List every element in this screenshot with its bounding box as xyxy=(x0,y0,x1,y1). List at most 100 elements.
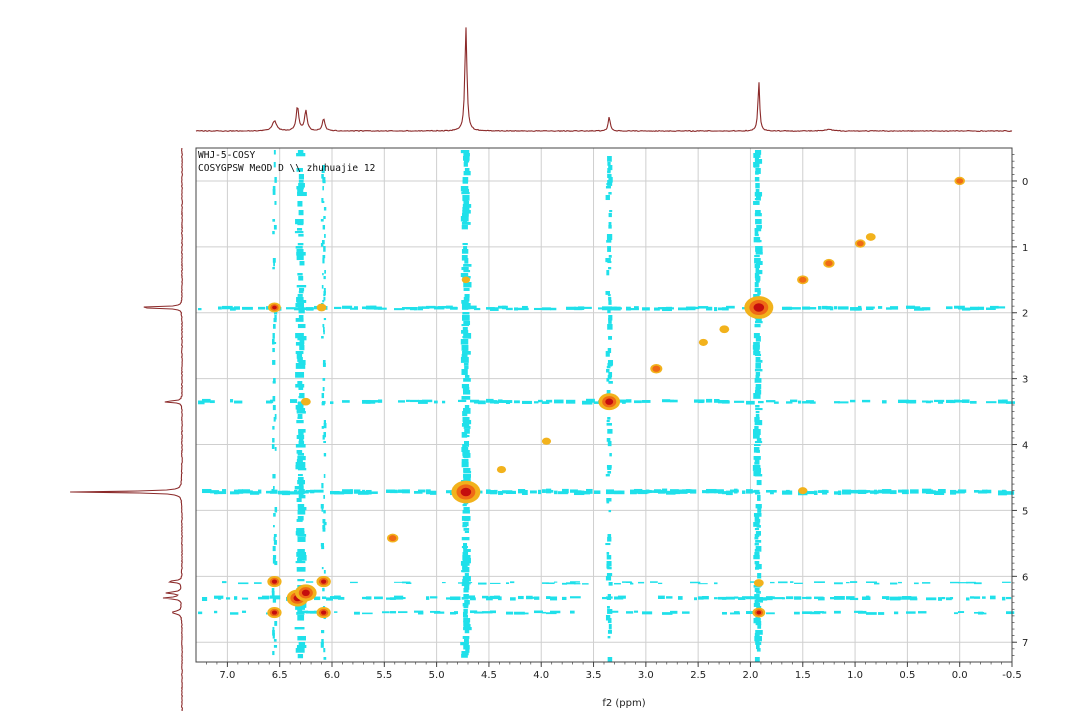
noise-segment xyxy=(295,462,306,468)
noise-segment xyxy=(402,307,410,310)
noise-segment xyxy=(321,630,325,634)
noise-segment xyxy=(462,450,470,456)
noise-segment xyxy=(538,399,543,403)
noise-segment xyxy=(323,297,326,301)
noise-segment xyxy=(297,609,303,613)
noise-segment xyxy=(214,610,218,614)
noise-segment xyxy=(463,270,471,273)
noise-segment xyxy=(607,429,613,434)
noise-segment xyxy=(550,307,557,311)
noise-segment xyxy=(462,348,468,353)
noise-segment xyxy=(386,597,394,600)
noise-segment xyxy=(706,488,717,494)
noise-segment xyxy=(298,174,304,180)
noise-segment xyxy=(463,282,472,288)
peak-core xyxy=(321,610,327,615)
noise-segment xyxy=(463,441,470,447)
noise-segment xyxy=(321,198,324,203)
noise-segment xyxy=(490,582,501,584)
noise-segment xyxy=(518,307,529,311)
noise-segment xyxy=(274,489,278,493)
noise-segment xyxy=(272,546,276,552)
noise-segment xyxy=(706,398,713,403)
noise-segment xyxy=(498,399,503,403)
x-tick-label: -0.5 xyxy=(1002,670,1022,681)
noise-segment xyxy=(753,351,761,356)
noise-segment xyxy=(753,447,760,453)
noise-segment xyxy=(607,657,613,663)
noise-segment xyxy=(398,611,408,614)
noise-segment xyxy=(756,519,761,523)
noise-segment xyxy=(461,516,471,521)
x-tick-label: 4.5 xyxy=(481,670,497,681)
noise-segment xyxy=(297,549,305,553)
noise-segment xyxy=(502,305,507,310)
peak xyxy=(316,303,327,312)
noise-segment xyxy=(297,414,303,420)
noise-segment xyxy=(670,399,678,403)
noise-segment xyxy=(770,596,775,600)
noise-segment xyxy=(402,581,411,584)
noise-segment xyxy=(608,315,613,321)
noise-segment xyxy=(846,581,850,584)
noise-segment xyxy=(514,400,520,404)
noise-segment xyxy=(582,583,589,585)
noise-segment xyxy=(986,401,997,404)
noise-segment xyxy=(754,534,760,538)
noise-segment xyxy=(606,573,613,576)
noise-segment xyxy=(834,306,838,310)
noise-segment xyxy=(295,219,304,225)
noise-segment xyxy=(297,468,307,471)
noise-segment xyxy=(498,490,504,495)
noise-segment xyxy=(790,307,801,310)
noise-segment xyxy=(598,307,606,310)
noise-segment xyxy=(566,306,577,310)
noise-segment xyxy=(602,306,612,311)
noise-segment xyxy=(698,399,704,404)
noise-segment xyxy=(323,474,326,478)
noise-segment xyxy=(606,183,611,186)
noise-segment xyxy=(926,400,931,404)
noise-segment xyxy=(658,582,663,585)
noise-segment xyxy=(938,488,946,494)
noise-segment xyxy=(962,399,970,403)
noise-segment xyxy=(756,240,762,243)
noise-segment xyxy=(366,489,372,495)
noise-segment xyxy=(766,400,776,403)
noise-segment xyxy=(482,595,489,599)
noise-segment xyxy=(614,306,621,311)
noise-segment xyxy=(608,336,613,340)
noise-segment xyxy=(297,474,303,477)
noise-segment xyxy=(753,555,760,560)
noise-segment xyxy=(608,267,612,270)
noise-segment xyxy=(757,495,761,501)
noise-segment xyxy=(755,540,762,543)
peak-core xyxy=(321,579,327,584)
noise-segment xyxy=(754,420,763,426)
noise-segment xyxy=(297,555,307,561)
noise-segment xyxy=(463,363,469,366)
noise-segment xyxy=(297,654,304,659)
noise-segment xyxy=(757,507,762,513)
noise-segment xyxy=(272,186,276,192)
noise-segment xyxy=(594,490,601,494)
noise-segment xyxy=(550,610,561,614)
peak-mid xyxy=(652,365,661,372)
noise-segment xyxy=(464,630,470,634)
noise-segment xyxy=(607,468,612,471)
noise-segment xyxy=(463,615,469,618)
noise-segment xyxy=(461,249,469,254)
noise-segment xyxy=(266,490,274,494)
noise-segment xyxy=(638,581,645,584)
noise-segment xyxy=(518,595,524,600)
noise-segment xyxy=(755,171,759,175)
noise-segment xyxy=(608,297,612,301)
noise-segment xyxy=(870,306,875,309)
noise-segment xyxy=(1002,489,1006,495)
noise-segment xyxy=(522,612,529,615)
noise-segment xyxy=(470,610,478,614)
noise-segment xyxy=(894,611,899,615)
noise-segment xyxy=(295,465,305,470)
noise-segment xyxy=(607,348,612,354)
noise-segment xyxy=(272,555,277,559)
